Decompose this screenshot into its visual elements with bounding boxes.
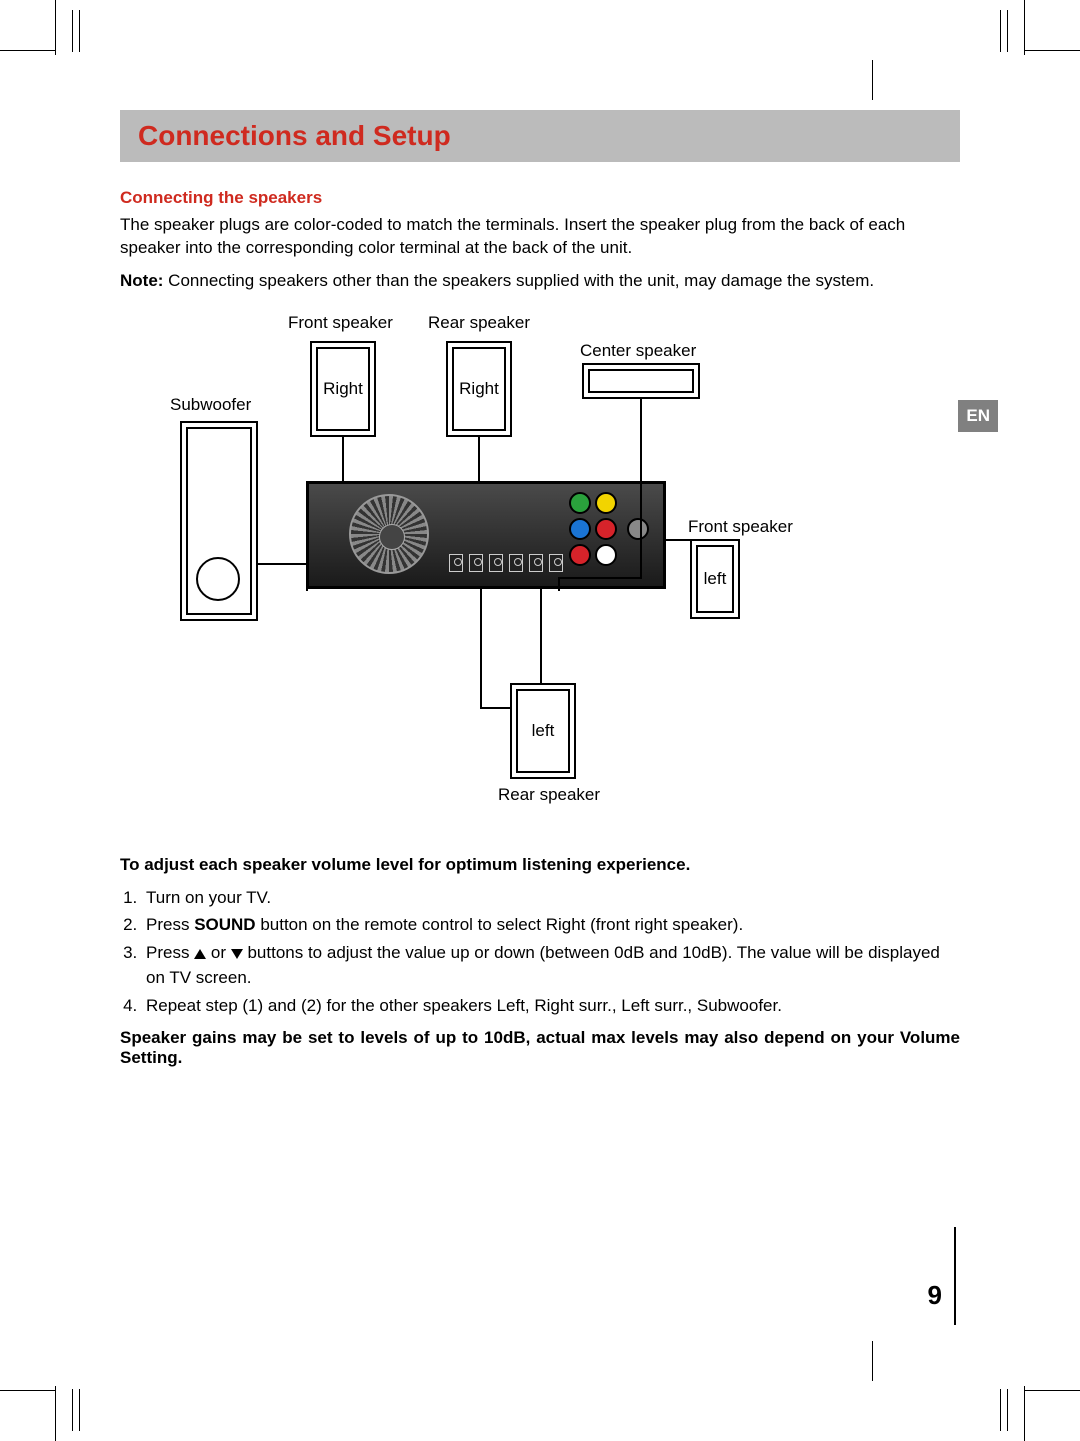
note-text: Connecting speakers other than the speak…: [163, 271, 874, 290]
subsection-heading: Connecting the speakers: [120, 188, 960, 208]
center-speaker-box: [582, 363, 700, 399]
label-rear-speaker-bottom: Rear speaker: [498, 785, 600, 805]
front-speaker-right-label: Right: [312, 379, 374, 399]
language-tab: EN: [958, 400, 998, 432]
page-number-rule: [954, 1227, 956, 1325]
label-subwoofer: Subwoofer: [170, 395, 251, 415]
steps-list: Turn on your TV. Press SOUND button on t…: [120, 885, 960, 1019]
section-title: Connections and Setup: [138, 120, 451, 151]
rca-3: [569, 518, 591, 540]
section-title-bar: Connections and Setup: [120, 110, 960, 162]
speaker-diagram: Front speaker Rear speaker Center speake…: [120, 313, 960, 823]
note-label: Note:: [120, 271, 163, 290]
front-speaker-left-label: left: [692, 569, 738, 589]
rca-4: [595, 518, 617, 540]
down-icon: [231, 949, 243, 959]
rear-speaker-right-box: Right: [446, 341, 512, 437]
step-1: Turn on your TV.: [142, 885, 960, 911]
step-4: Repeat step (1) and (2) for the other sp…: [142, 993, 960, 1019]
page-number: 9: [928, 1280, 942, 1311]
adjust-heading: To adjust each speaker volume level for …: [120, 855, 960, 875]
label-center-speaker: Center speaker: [580, 341, 696, 361]
intro-paragraph: The speaker plugs are color-coded to mat…: [120, 214, 960, 260]
note-line: Note: Connecting speakers other than the…: [120, 270, 960, 293]
page-content: Connections and Setup Connecting the spe…: [120, 110, 960, 1251]
gain-note: Speaker gains may be set to levels of up…: [120, 1028, 960, 1068]
front-speaker-right-box: Right: [310, 341, 376, 437]
rear-speaker-left-box: left: [510, 683, 576, 779]
rca-single: [627, 518, 649, 540]
label-front-speaker-top: Front speaker: [288, 313, 393, 333]
rear-speaker-left-label: left: [512, 721, 574, 741]
rear-speaker-right-label: Right: [448, 379, 510, 399]
rca-6: [595, 544, 617, 566]
fan-icon: [349, 494, 429, 574]
front-speaker-left-box: left: [690, 539, 740, 619]
main-unit: [306, 481, 666, 589]
label-rear-speaker-top: Rear speaker: [428, 313, 530, 333]
speaker-ports: [449, 554, 563, 572]
rca-2: [595, 492, 617, 514]
step-3: Press or buttons to adjust the value up …: [142, 940, 960, 991]
rca-1: [569, 492, 591, 514]
rca-5: [569, 544, 591, 566]
subwoofer-box: [180, 421, 258, 621]
label-front-speaker-right: Front speaker: [688, 517, 793, 537]
step-2: Press SOUND button on the remote control…: [142, 912, 960, 938]
rca-jacks: [569, 492, 617, 566]
up-icon: [194, 949, 206, 959]
